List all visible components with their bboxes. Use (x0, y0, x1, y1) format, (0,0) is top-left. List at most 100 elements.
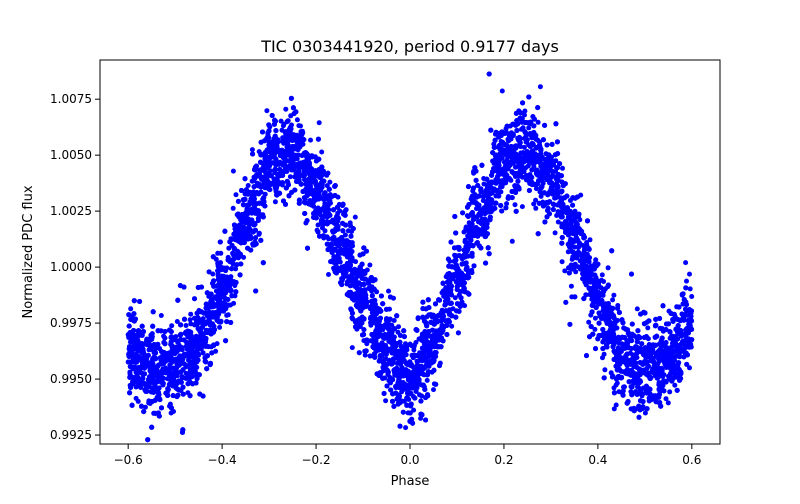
data-point (345, 228, 351, 234)
data-point (226, 245, 232, 251)
data-point (499, 88, 505, 94)
chart-title: TIC 0303441920, period 0.9177 days (260, 37, 559, 56)
data-point (230, 205, 236, 211)
data-point (613, 402, 619, 408)
data-point (431, 387, 436, 393)
data-point (174, 319, 180, 324)
data-point (217, 324, 223, 330)
data-point (142, 404, 148, 410)
data-point (328, 241, 334, 247)
data-point (687, 286, 693, 292)
data-point (169, 323, 175, 329)
data-point (552, 230, 558, 236)
data-point (264, 108, 270, 114)
data-point (324, 183, 330, 189)
data-point (642, 410, 648, 416)
data-point (645, 325, 651, 331)
data-point (562, 268, 568, 274)
data-point (326, 272, 331, 277)
data-point (535, 119, 541, 125)
data-point (608, 370, 614, 376)
data-point (687, 365, 692, 371)
data-point (449, 323, 455, 329)
data-point (283, 106, 289, 112)
data-point (316, 120, 322, 126)
data-point (249, 147, 255, 153)
data-point (187, 317, 193, 323)
data-point (687, 271, 692, 277)
data-point (158, 313, 164, 318)
data-point (188, 321, 194, 327)
data-point (256, 230, 262, 236)
data-point (634, 306, 640, 312)
data-point (233, 192, 239, 198)
data-point (327, 179, 333, 185)
data-point (135, 398, 141, 404)
data-point (167, 362, 173, 368)
data-point (526, 125, 532, 131)
data-point (572, 208, 578, 214)
data-point (533, 205, 539, 211)
data-point (369, 293, 375, 299)
data-point (512, 202, 518, 208)
data-point (411, 407, 417, 413)
data-point (538, 193, 544, 199)
data-point (331, 265, 337, 271)
data-point (362, 352, 368, 358)
data-point (278, 118, 284, 124)
data-point (478, 186, 484, 192)
data-point (424, 377, 430, 383)
data-point (600, 355, 605, 361)
data-point (689, 294, 695, 299)
data-point (319, 149, 325, 155)
data-point (183, 323, 189, 328)
data-point (228, 236, 234, 242)
data-point (537, 84, 543, 90)
data-point (504, 201, 510, 207)
data-point (349, 345, 355, 351)
data-point (383, 398, 389, 404)
data-point (272, 199, 278, 205)
data-point (555, 219, 561, 225)
data-point (396, 324, 401, 330)
data-point (210, 271, 216, 277)
data-point (522, 112, 527, 118)
data-point (364, 341, 370, 347)
data-point (560, 165, 565, 171)
data-point (308, 137, 313, 143)
data-point (684, 278, 689, 284)
data-point (452, 295, 458, 301)
data-point (394, 365, 400, 371)
data-point (611, 385, 617, 391)
data-point (533, 197, 539, 203)
data-point (218, 250, 224, 256)
data-point (415, 316, 421, 322)
data-point (386, 288, 391, 294)
data-point (502, 163, 508, 169)
data-point (614, 380, 620, 386)
data-point (403, 425, 409, 431)
data-point (533, 186, 539, 192)
data-points (125, 71, 695, 443)
data-point (568, 283, 574, 289)
data-point (610, 297, 616, 303)
data-point (669, 344, 675, 350)
data-point (287, 174, 293, 180)
data-point (522, 108, 528, 114)
data-point (213, 348, 219, 354)
data-point (559, 259, 565, 265)
data-point (480, 198, 486, 204)
data-point (672, 382, 678, 388)
data-point (294, 117, 300, 123)
data-point (599, 272, 605, 278)
data-point (127, 369, 133, 375)
data-point (586, 319, 592, 325)
data-point (364, 248, 370, 254)
data-point (509, 238, 515, 244)
data-point (128, 306, 134, 312)
data-point (500, 139, 506, 145)
data-point (587, 237, 593, 243)
data-point (433, 354, 439, 359)
